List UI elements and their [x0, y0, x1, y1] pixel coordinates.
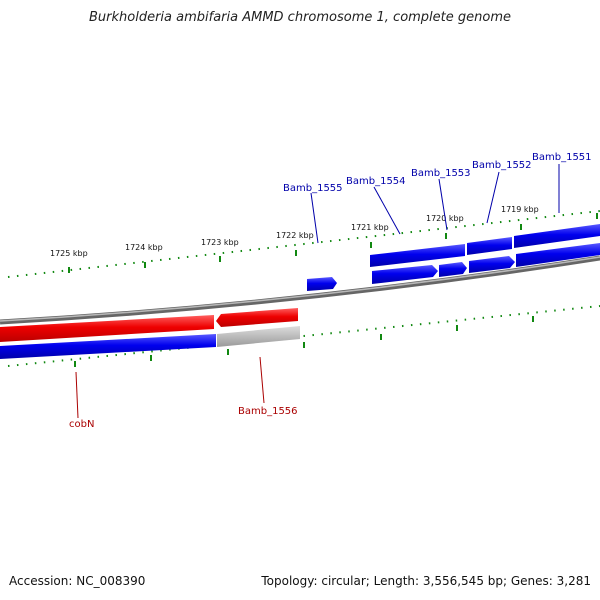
outer-tick-track — [7, 210, 600, 278]
gene-label-bamb-1556: Bamb_1556 — [238, 406, 298, 417]
label-leader — [438, 178, 448, 231]
gene-labels: Bamb_1555 Bamb_1554 Bamb_1553 Bamb_1552 … — [69, 152, 592, 430]
scale-label-1721: 1721 kbp — [351, 223, 389, 232]
gene-arrow — [370, 244, 465, 267]
label-leader — [373, 186, 401, 235]
gene-label-bamb-1551: Bamb_1551 — [532, 152, 592, 163]
gene-label-bamb-1553: Bamb_1553 — [411, 168, 471, 179]
scale-labels: 1725 kbp 1724 kbp 1723 kbp 1722 kbp 1721… — [50, 205, 539, 258]
scale-label-1725: 1725 kbp — [50, 249, 88, 258]
topology-text: Topology: circular; Length: 3,556,545 bp… — [261, 574, 591, 588]
scale-label-1723: 1723 kbp — [201, 238, 239, 247]
gene-arrow — [514, 224, 600, 248]
gene-label-bamb-1554: Bamb_1554 — [346, 176, 406, 187]
gene-arrow — [469, 256, 515, 273]
gene-arrow — [516, 243, 600, 267]
gene-label-cobn: cobN — [69, 419, 94, 430]
gene-arrow — [0, 334, 216, 359]
gene-arrow — [307, 277, 337, 291]
reverse-genes — [0, 308, 300, 359]
chromosome-backbone — [0, 255, 600, 325]
gene-arrow — [216, 308, 298, 327]
scale-label-1719: 1719 kbp — [501, 205, 539, 214]
gene-arrow — [467, 237, 512, 255]
gene-arrow — [439, 262, 467, 277]
label-leader — [486, 171, 500, 224]
label-leader — [259, 356, 265, 404]
gene-arrow — [372, 265, 438, 284]
gene-arrow — [0, 315, 214, 342]
scale-label-1724: 1724 kbp — [125, 243, 163, 252]
label-leader — [75, 371, 79, 419]
scale-label-1722: 1722 kbp — [276, 231, 314, 240]
accession-text: Accession: NC_008390 — [9, 574, 146, 588]
forward-genes — [307, 224, 600, 291]
map-title: Burkholderia ambifaria AMMD chromosome 1… — [88, 10, 512, 25]
gene-label-bamb-1552: Bamb_1552 — [472, 160, 532, 171]
inner-tick-track — [7, 305, 600, 367]
gene-arrow — [217, 326, 300, 347]
gene-label-bamb-1555: Bamb_1555 — [283, 183, 343, 194]
label-leader — [310, 192, 319, 244]
